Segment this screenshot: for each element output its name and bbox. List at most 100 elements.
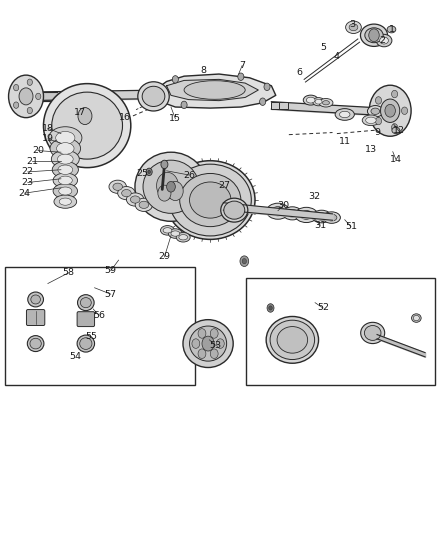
Ellipse shape <box>69 275 102 292</box>
Ellipse shape <box>376 34 392 47</box>
Ellipse shape <box>179 235 187 240</box>
Ellipse shape <box>127 193 144 206</box>
Ellipse shape <box>80 338 92 350</box>
Ellipse shape <box>139 201 149 208</box>
Text: 53: 53 <box>209 341 222 350</box>
Ellipse shape <box>56 132 75 144</box>
Circle shape <box>202 336 214 351</box>
Ellipse shape <box>122 190 131 197</box>
Text: 56: 56 <box>93 311 105 320</box>
Ellipse shape <box>371 108 380 115</box>
Text: 54: 54 <box>70 352 82 361</box>
Circle shape <box>19 88 33 105</box>
Ellipse shape <box>367 106 383 117</box>
Ellipse shape <box>362 115 380 126</box>
Text: 19: 19 <box>42 134 54 143</box>
Circle shape <box>14 102 19 108</box>
Ellipse shape <box>295 207 318 223</box>
Ellipse shape <box>49 127 82 149</box>
Text: 21: 21 <box>26 157 38 166</box>
Ellipse shape <box>323 212 340 223</box>
Ellipse shape <box>21 357 49 373</box>
Ellipse shape <box>77 335 95 352</box>
Ellipse shape <box>58 165 73 174</box>
Ellipse shape <box>322 101 329 105</box>
Ellipse shape <box>364 326 381 341</box>
Ellipse shape <box>267 203 289 219</box>
Ellipse shape <box>287 209 298 217</box>
Ellipse shape <box>266 317 318 364</box>
Text: 22: 22 <box>22 167 34 176</box>
Ellipse shape <box>57 154 73 164</box>
Text: 5: 5 <box>320 43 326 52</box>
Ellipse shape <box>221 198 248 222</box>
Ellipse shape <box>303 95 318 105</box>
Ellipse shape <box>143 160 199 213</box>
Ellipse shape <box>183 320 233 368</box>
Ellipse shape <box>380 37 389 44</box>
Circle shape <box>216 339 224 349</box>
Ellipse shape <box>366 117 376 124</box>
Ellipse shape <box>71 359 101 374</box>
Ellipse shape <box>118 187 135 200</box>
Circle shape <box>9 75 43 118</box>
Ellipse shape <box>387 26 396 33</box>
Text: 26: 26 <box>184 171 195 180</box>
Circle shape <box>167 181 183 200</box>
Ellipse shape <box>326 214 337 221</box>
Circle shape <box>267 304 274 312</box>
Ellipse shape <box>171 231 180 236</box>
Circle shape <box>198 329 206 338</box>
Text: 18: 18 <box>42 124 54 133</box>
Ellipse shape <box>53 183 78 198</box>
Ellipse shape <box>131 196 140 203</box>
Ellipse shape <box>346 21 361 34</box>
Circle shape <box>148 170 150 173</box>
Text: 7: 7 <box>239 61 245 70</box>
Ellipse shape <box>180 173 241 227</box>
Ellipse shape <box>77 362 95 371</box>
Ellipse shape <box>365 28 383 43</box>
Ellipse shape <box>339 111 350 118</box>
Circle shape <box>269 306 272 310</box>
Ellipse shape <box>316 213 327 220</box>
Ellipse shape <box>59 187 72 195</box>
Ellipse shape <box>51 150 79 168</box>
Bar <box>5 266 195 384</box>
Ellipse shape <box>28 277 43 286</box>
Ellipse shape <box>28 292 43 307</box>
Text: 31: 31 <box>314 221 326 230</box>
Text: 30: 30 <box>278 201 290 210</box>
Text: 2: 2 <box>380 36 386 45</box>
Ellipse shape <box>176 232 190 242</box>
Circle shape <box>375 96 381 104</box>
Ellipse shape <box>52 161 78 178</box>
Ellipse shape <box>31 295 40 304</box>
Ellipse shape <box>113 183 123 190</box>
Circle shape <box>260 98 266 106</box>
Text: 51: 51 <box>345 222 357 231</box>
Ellipse shape <box>163 228 172 233</box>
FancyBboxPatch shape <box>77 312 95 327</box>
Text: 3: 3 <box>349 20 355 29</box>
Text: 57: 57 <box>105 289 117 298</box>
Ellipse shape <box>277 327 307 353</box>
Circle shape <box>240 256 249 266</box>
Circle shape <box>181 101 187 109</box>
Ellipse shape <box>190 182 231 218</box>
Ellipse shape <box>319 99 333 107</box>
Ellipse shape <box>52 92 123 159</box>
Ellipse shape <box>59 198 71 205</box>
Text: 23: 23 <box>22 178 34 187</box>
Ellipse shape <box>54 195 77 208</box>
Ellipse shape <box>270 320 314 360</box>
Ellipse shape <box>43 84 131 167</box>
Text: 58: 58 <box>62 269 74 277</box>
Ellipse shape <box>300 211 313 219</box>
Text: 4: 4 <box>333 52 339 61</box>
Bar <box>246 278 434 384</box>
Bar <box>272 102 285 109</box>
Text: 52: 52 <box>317 303 329 312</box>
Ellipse shape <box>78 295 94 311</box>
Text: 32: 32 <box>308 192 320 201</box>
